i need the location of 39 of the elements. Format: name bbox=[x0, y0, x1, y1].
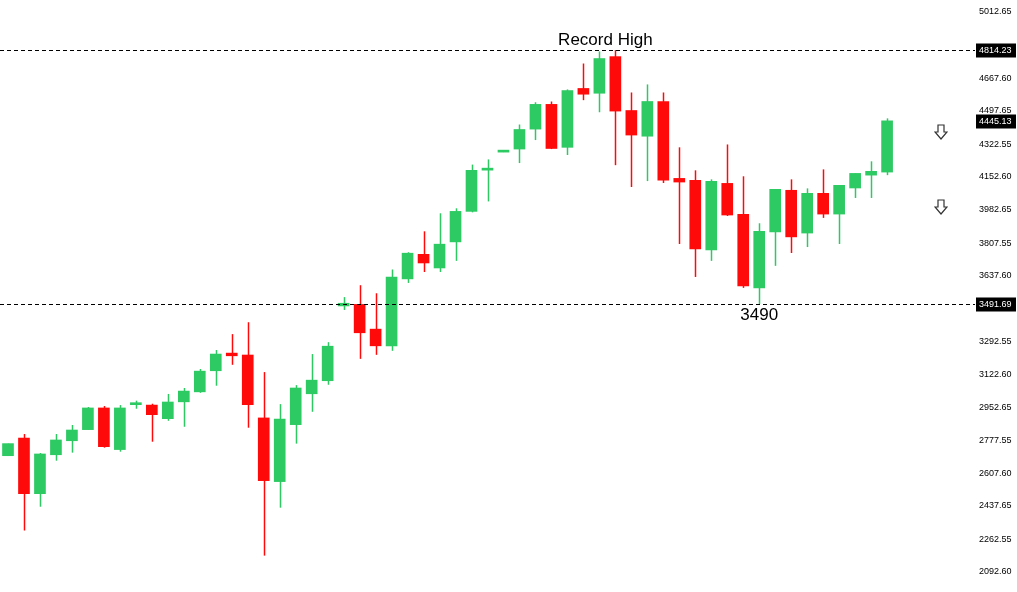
y-tick-label: 2092.60 bbox=[979, 566, 1012, 577]
candlestick bbox=[305, 353, 318, 413]
y-tick-label: 2607.60 bbox=[979, 467, 1012, 478]
y-tick-label: 2262.55 bbox=[979, 533, 1012, 544]
y-tick-label: 4667.60 bbox=[979, 72, 1012, 83]
y-tick-label: 3292.55 bbox=[979, 336, 1012, 347]
y-tick-label: 3807.55 bbox=[979, 237, 1012, 248]
candlestick bbox=[177, 387, 190, 428]
y-tick-label: 4497.65 bbox=[979, 105, 1012, 116]
y-tick-label: 3982.65 bbox=[979, 204, 1012, 215]
candlestick bbox=[673, 146, 686, 245]
candlestick bbox=[162, 393, 174, 422]
y-tick-label: 4322.55 bbox=[979, 138, 1012, 149]
candlestick bbox=[817, 168, 829, 219]
candlestick bbox=[50, 433, 62, 462]
y-tick-label: 3122.60 bbox=[979, 368, 1012, 379]
candlestick bbox=[66, 424, 78, 454]
candlestick bbox=[513, 123, 526, 164]
annotation: 3490 bbox=[740, 305, 779, 325]
candlestick bbox=[146, 402, 158, 443]
candlestick bbox=[82, 406, 94, 431]
y-tick-label: 4152.60 bbox=[979, 171, 1012, 182]
candlestick bbox=[369, 292, 382, 356]
candlestick bbox=[209, 349, 222, 387]
ref-line-label: 4814.23 bbox=[979, 44, 1012, 55]
annotation: Record High bbox=[558, 30, 653, 50]
y-tick-label: 2437.65 bbox=[979, 500, 1012, 511]
candlestick bbox=[417, 230, 430, 273]
candlestick bbox=[225, 333, 238, 366]
y-tick-label: 5012.65 bbox=[979, 6, 1012, 17]
candlestick bbox=[865, 160, 877, 199]
y-tick-label: 2777.55 bbox=[979, 435, 1012, 446]
y-tick-label: 2952.65 bbox=[979, 401, 1012, 412]
ref-line-label: 3491.69 bbox=[979, 298, 1012, 309]
candlestick bbox=[193, 368, 206, 394]
candlestick bbox=[577, 62, 590, 101]
annotation: 4445.13 bbox=[979, 115, 1012, 126]
y-tick-label: 3637.60 bbox=[979, 270, 1012, 281]
candlestick bbox=[849, 172, 861, 199]
